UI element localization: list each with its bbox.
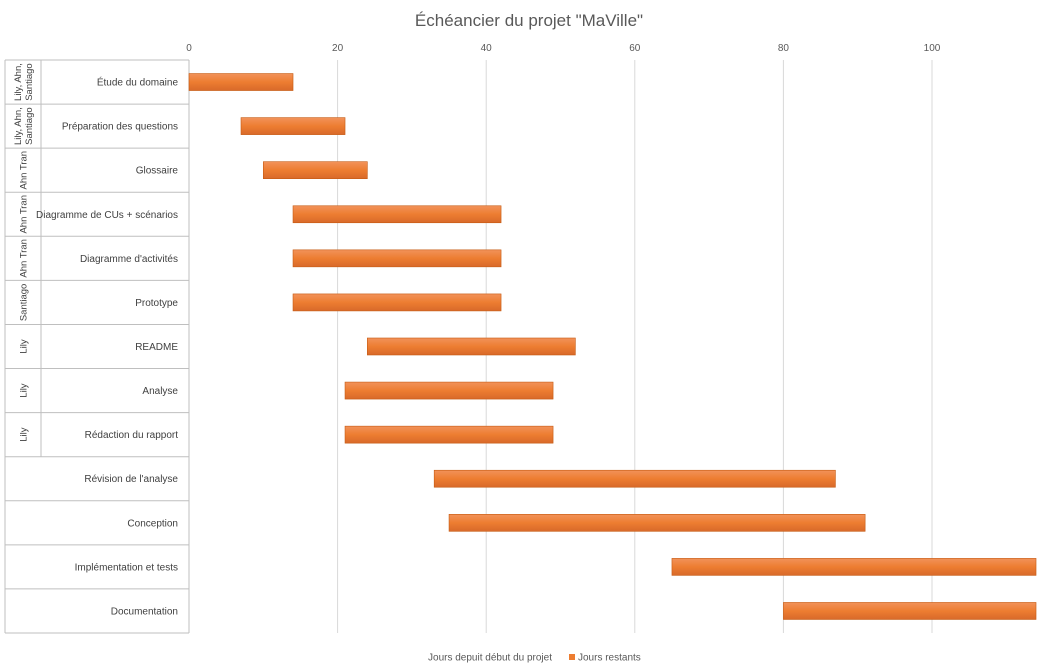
bars [188,73,1037,620]
group-label-line: Santiago [24,107,35,145]
group-label-line: Santiago [19,284,30,322]
bar-remaining-days [433,469,836,488]
category-label: Implémentation et tests [75,562,178,573]
x-tick-label: 20 [332,43,344,54]
group-label: Ahn Tran [19,151,30,190]
bar-offset [189,514,449,531]
bar-offset [189,426,345,443]
category-label: Diagramme d'activités [80,254,178,265]
category-label: Préparation des questions [62,122,178,133]
bar-remaining-days [292,249,502,268]
category-label: README [135,342,178,353]
group-label: Lily, Ahn, Santiago [13,63,35,101]
group-label: Ahn Tran [19,195,30,234]
bar-remaining-days [188,73,294,91]
bar-remaining-days [344,425,554,444]
bar-offset [189,250,293,267]
group-label: Lily, Ahn, Santiago [13,107,35,145]
bar-remaining-days [367,337,576,356]
legend-swatch [569,654,575,660]
group-label-line: Lily [19,383,30,398]
bar-remaining-days [292,293,502,312]
category-label: Glossaire [136,166,179,177]
category-label: Étude du domaine [97,76,179,89]
x-tick-label: 40 [481,43,493,54]
x-tick-label: 80 [778,43,790,54]
x-tick-label: 60 [629,43,641,54]
group-label-line: Ahn Tran [19,195,30,234]
group-label: Lily [19,339,30,354]
group-label: Lily [19,383,30,398]
bar-offset [189,118,241,135]
bar-remaining-days [262,161,368,179]
legend: Jours depuit début du projet Jours restan… [428,653,641,664]
group-label: Ahn Tran [19,239,30,278]
bar-offset [189,206,293,223]
group-label-line: Lily [19,427,30,442]
category-label: Révision de l'analyse [84,474,178,485]
bar-offset [189,338,367,355]
group-label-line: Ahn Tran [19,239,30,278]
bar-remaining-days [448,514,866,532]
group-label-line: Lily, Ahn, [13,107,24,145]
group-label-line: Lily, Ahn, [13,63,24,101]
x-tick-label: 0 [186,43,192,54]
bar-offset [189,470,434,487]
bar-remaining-days [240,117,346,135]
group-label-line: Ahn Tran [19,151,30,190]
bar-offset [189,558,672,575]
category-label: Rédaction du rapport [85,430,179,441]
category-label: Prototype [135,298,178,309]
x-tick-label: 100 [924,43,941,54]
category-label: Analyse [142,386,178,397]
category-label: Conception [127,518,178,529]
chart-title: Échéancier du projet "MaVille" [415,11,643,30]
group-label: Santiago [19,284,30,322]
category-label: Diagramme de CUs + scénarios [36,210,178,221]
group-label: Lily [19,427,30,442]
bar-offset [189,382,345,399]
bar-remaining-days [344,381,554,400]
group-label-line: Santiago [24,63,35,101]
group-label-line: Lily [19,339,30,354]
legend-entry-remaining-days: Jours restants [578,653,641,664]
bar-offset [189,162,263,179]
bar-remaining-days [783,602,1037,620]
bar-offset [189,294,293,311]
legend-entry-start-days: Jours depuit début du projet [428,653,552,664]
category-label: Documentation [111,606,178,617]
bar-remaining-days [671,558,1037,576]
bar-remaining-days [292,205,502,224]
